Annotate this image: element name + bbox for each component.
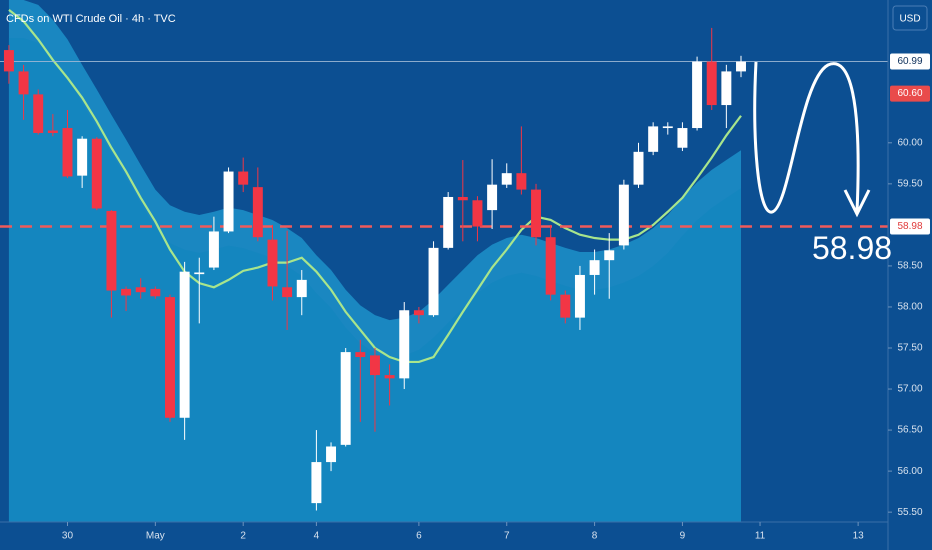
last-price-label: 60.99	[897, 56, 922, 67]
y-tick-label: 60.00	[897, 137, 922, 148]
candle-body	[589, 260, 600, 275]
y-tick-label: 58.50	[897, 261, 922, 272]
prev-price-box	[890, 85, 930, 102]
candle-body	[223, 171, 234, 232]
hline-box	[890, 218, 930, 235]
candle-body	[340, 352, 351, 445]
x-tick-label: 8	[592, 531, 598, 542]
arrow-drawing	[753, 61, 871, 218]
currency-label: USD	[899, 14, 920, 25]
candle-body	[574, 274, 585, 318]
candle-body	[311, 462, 322, 504]
candle-body	[296, 279, 307, 298]
candle-body	[618, 184, 629, 246]
candle-body	[384, 375, 395, 379]
x-tick-label: 30	[62, 531, 74, 542]
last-price-box	[890, 53, 930, 70]
candle-body	[706, 61, 717, 106]
candle-body	[150, 288, 161, 297]
y-tick-label: 57.50	[897, 343, 922, 354]
candle-body	[545, 237, 556, 295]
candle-body	[179, 271, 190, 418]
candle-body	[77, 138, 88, 176]
candle-body	[106, 210, 117, 291]
candle-body	[135, 287, 146, 293]
x-tick-label: 13	[853, 531, 865, 542]
candle-body	[472, 200, 483, 227]
band-inner	[8, 38, 742, 522]
plot-area	[0, 0, 888, 522]
y-tick-label: 58.00	[897, 302, 922, 313]
x-tick-label: 7	[504, 531, 510, 542]
candle-body	[501, 173, 512, 185]
candle-body	[648, 126, 659, 152]
candle-body	[736, 61, 746, 72]
candle-body	[428, 247, 439, 316]
candle-body	[282, 287, 293, 298]
x-tick-label: 4	[314, 531, 320, 542]
candle-body	[121, 288, 132, 296]
candle-body	[165, 297, 175, 418]
y-tick-label: 56.50	[897, 425, 922, 436]
candle-body	[252, 187, 263, 238]
candle-body	[62, 128, 73, 177]
candle-body	[443, 196, 454, 248]
candle-body	[369, 355, 380, 376]
candle-body	[238, 171, 249, 185]
y-tick-label: 57.00	[897, 384, 922, 395]
x-tick-label: 9	[680, 531, 686, 542]
candle-body	[516, 173, 527, 190]
currency-button[interactable]	[892, 5, 928, 31]
candle-body	[662, 126, 673, 129]
x-tick-label: 11	[755, 531, 766, 542]
candle-body	[3, 50, 14, 72]
y-tick-label: 59.50	[897, 178, 922, 189]
x-tick-label: 6	[416, 531, 422, 542]
candle-body	[47, 130, 58, 133]
candle-body	[560, 294, 571, 318]
x-tick-label: May	[146, 531, 165, 542]
x-tick-label: 2	[240, 531, 246, 542]
candle-body	[721, 71, 732, 106]
candle-body	[33, 94, 44, 133]
candle-body	[208, 231, 219, 268]
candle-body	[604, 250, 615, 261]
y-tick-label: 56.00	[897, 466, 922, 477]
candle-body	[399, 310, 410, 379]
candle-body	[326, 446, 337, 463]
candle-body	[487, 184, 498, 211]
chart-title: CFDs on WTI Crude Oil · 4h · TVC	[6, 13, 176, 25]
candle-body	[267, 239, 278, 287]
y-tick-label: 55.50	[897, 507, 922, 518]
hline-label: 58.98	[897, 221, 922, 232]
annotation: 58.98	[812, 230, 892, 266]
candle-body	[692, 61, 703, 129]
prev-price-label: 60.60	[897, 88, 922, 99]
candle-body	[413, 310, 424, 316]
candle-body	[91, 138, 102, 209]
candle-body	[457, 196, 468, 201]
candle-body	[355, 352, 366, 358]
candle-body	[531, 189, 541, 238]
candle-body	[677, 128, 688, 148]
candle-body	[194, 272, 205, 275]
candle-body	[633, 151, 644, 185]
candle-body	[18, 71, 29, 95]
